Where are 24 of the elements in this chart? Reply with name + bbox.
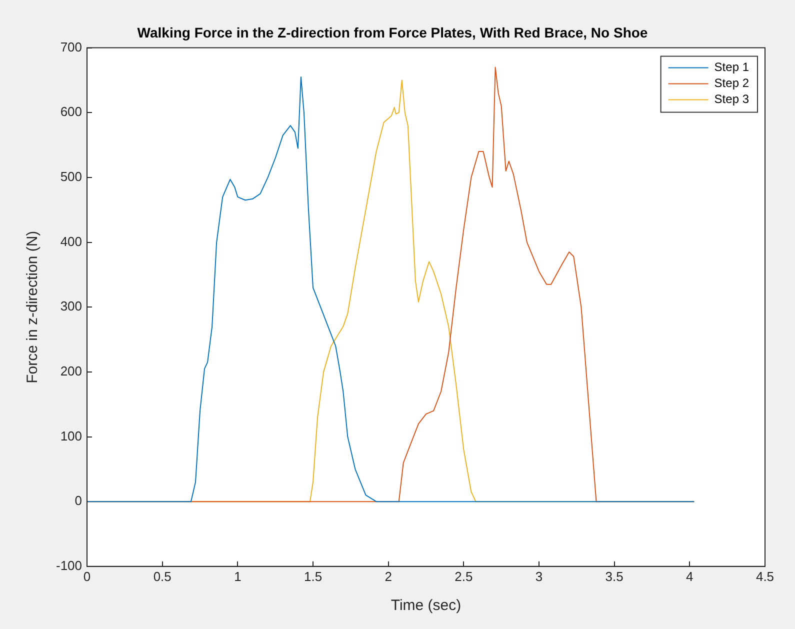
y-tick-label: 200: [60, 364, 82, 379]
chart-title: Walking Force in the Z-direction from Force Plates, With Red Brace, No Shoe: [137, 24, 648, 40]
legend-label: Step 1: [714, 60, 750, 74]
legend-label: Step 2: [714, 76, 750, 90]
x-tick-label: 4.5: [756, 568, 774, 584]
y-axis-title: Force in z-direction (N): [24, 230, 42, 384]
x-tick-label: 1.5: [304, 568, 322, 584]
legend-label: Step 3: [714, 92, 750, 106]
y-tick-label: 500: [60, 169, 82, 184]
x-tick-label: 2.5: [454, 568, 473, 584]
y-tick-label: 700: [60, 39, 82, 54]
x-tick-label: 0.5: [153, 568, 172, 584]
x-axis-title: Time (sec): [390, 597, 462, 614]
x-tick-label: 2: [384, 568, 392, 584]
y-tick-label: 400: [60, 234, 82, 249]
x-tick-label: 1: [234, 568, 242, 584]
y-tick-label: 100: [60, 428, 82, 444]
y-tick-label: 300: [60, 298, 82, 314]
y-tick-label: 0: [74, 493, 82, 508]
x-tick-label: 4: [686, 568, 694, 584]
y-tick-label: 600: [60, 104, 82, 120]
x-tick-label: 3: [535, 568, 543, 584]
x-tick-label: 3.5: [605, 568, 624, 584]
y-tick-label: -100: [56, 558, 82, 573]
